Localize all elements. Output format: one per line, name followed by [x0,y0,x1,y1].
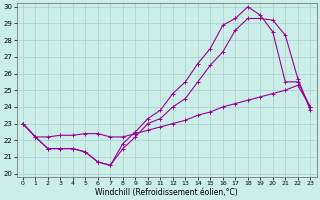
X-axis label: Windchill (Refroidissement éolien,°C): Windchill (Refroidissement éolien,°C) [95,188,238,197]
